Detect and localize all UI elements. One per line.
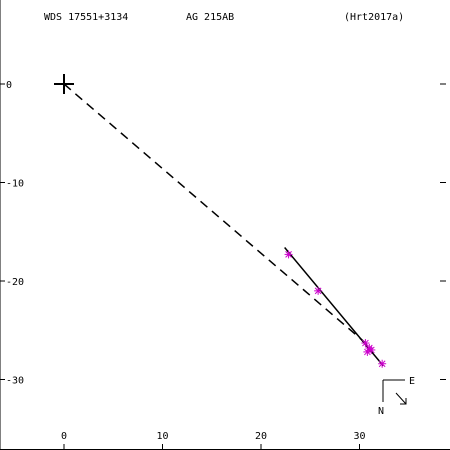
x-tick-label: 0 <box>61 431 67 442</box>
y-tick-label: -20 <box>6 277 24 288</box>
marks <box>54 74 387 368</box>
tick-labels: 0 10 20 30 0 -10 -20 -30 <box>6 80 366 442</box>
ticks <box>0 83 446 449</box>
observation-point <box>361 339 370 348</box>
observation-point <box>314 286 323 295</box>
y-tick-label: 0 <box>6 80 12 91</box>
designation: AG 215AB <box>186 12 234 23</box>
x-tick-label: 30 <box>353 431 365 442</box>
wds-id: WDS 17551+3134 <box>44 12 128 23</box>
compass-north-label: N <box>378 406 384 417</box>
observation-point <box>367 345 376 354</box>
y-tick-label: -30 <box>6 376 24 387</box>
compass-east-label: E <box>409 376 415 387</box>
x-tick-label: 10 <box>156 431 168 442</box>
y-tick-label: -10 <box>6 179 24 190</box>
compass: E N <box>378 376 415 417</box>
dashed-line <box>63 83 372 349</box>
observation-point <box>284 250 293 259</box>
compass-arrow-head <box>400 398 407 405</box>
compass-motion-arrow <box>395 392 407 405</box>
reference: (Hrt2017a) <box>344 12 404 23</box>
observation-point <box>378 359 387 368</box>
x-tick-label: 20 <box>255 431 267 442</box>
